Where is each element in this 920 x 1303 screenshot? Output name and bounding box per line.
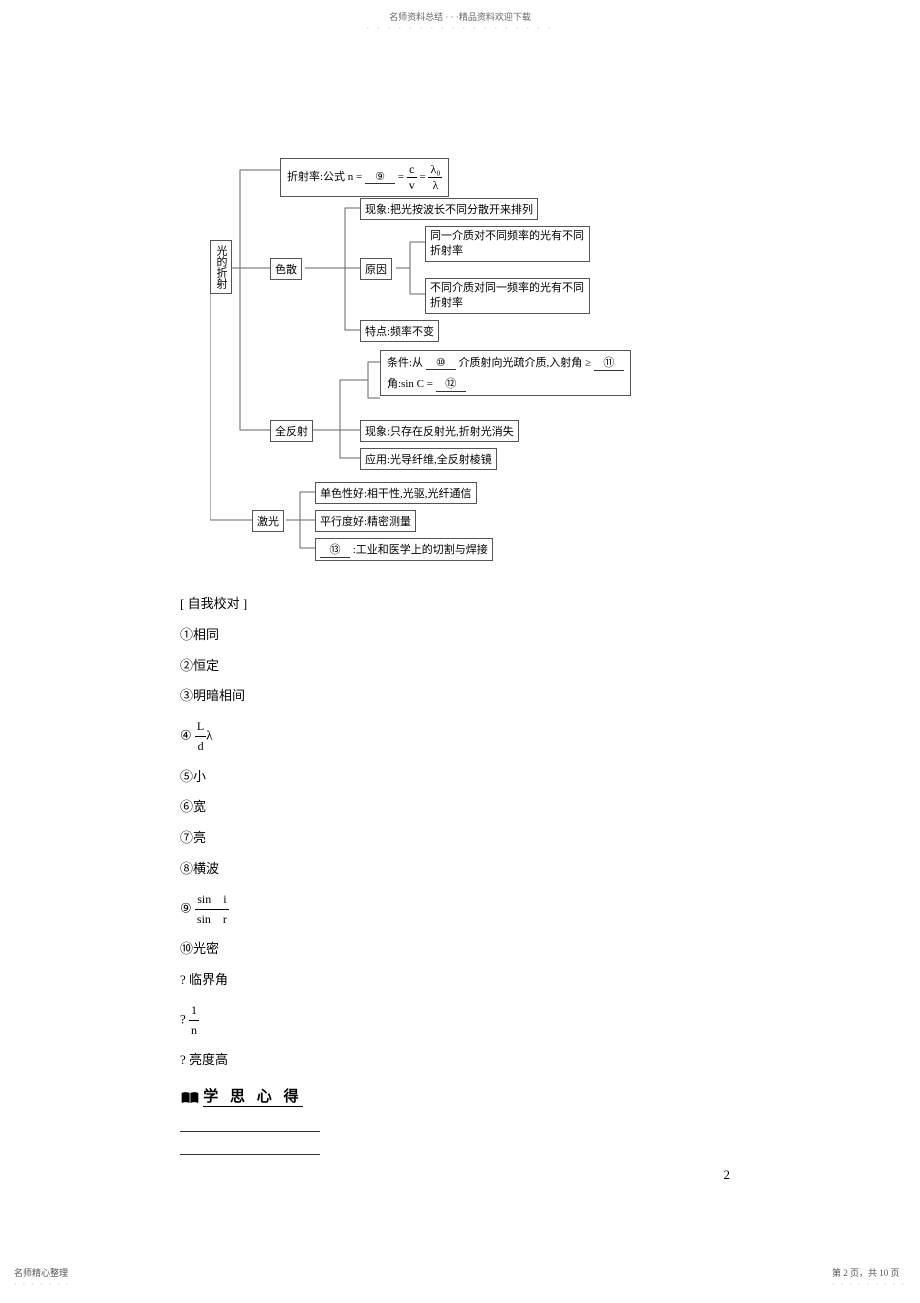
answer-4: ④ L d λ — [180, 717, 740, 756]
frac-lambda: λ₀λ — [428, 162, 442, 193]
tir-cond-line: 条件:从 ⑩ 介质射向光疏介质,入射角 ≥ ⑪ — [387, 354, 624, 371]
node-laser3: ⑬ :工业和医学上的切割与焊接 — [315, 538, 493, 561]
study-text: 学 思 心 得 — [203, 1089, 302, 1107]
node-disp-phenom: 现象:把光按波长不同分散开来排列 — [360, 198, 538, 220]
n-formula-mid: = — [398, 171, 407, 183]
node-tir-app: 应用:光导纤维,全反射棱镜 — [360, 448, 497, 470]
answer-6: ⑥宽 — [180, 797, 740, 818]
answer-1: ①相同 — [180, 625, 740, 646]
answer-section: [ 自我校对 ] ①相同 ②恒定 ③明暗相间 ④ L d λ ⑤小 ⑥宽 ⑦亮 … — [180, 584, 740, 1177]
node-n-formula: 折射率:公式 n = ⑨ = cv = λ₀λ — [280, 158, 449, 197]
study-heading: 学 思 心 得 — [180, 1085, 740, 1109]
node-tir-cond-group: 条件:从 ⑩ 介质射向光疏介质,入射角 ≥ ⑪ 角:sin C = ⑫ — [380, 350, 631, 396]
node-reason: 原因 — [360, 258, 392, 280]
frac-cv: cv — [407, 162, 417, 193]
header-title: 名师资料总结 · · ·精品资料欢迎下载 — [389, 12, 531, 22]
concept-diagram: 光的折射 折射率:公式 n = ⑨ = cv = λ₀λ 色散 现象:把光按波长… — [210, 150, 750, 570]
answer-2: ②恒定 — [180, 656, 740, 677]
blank-line-2 — [180, 1154, 320, 1155]
footer-right: 第 2 页，共 10 页 · · · · · · · · · — [832, 1266, 906, 1289]
node-dispersion: 色散 — [270, 258, 302, 280]
node-reason2: 不同介质对同一频率的光有不同折射率 — [425, 278, 590, 314]
n-formula-blank: ⑨ — [365, 170, 395, 184]
node-feature: 特点:频率不变 — [360, 320, 439, 342]
page-number: 2 — [724, 1167, 731, 1183]
n-eq2: = — [419, 171, 428, 183]
node-tir: 全反射 — [270, 420, 313, 442]
node-refraction: 光的折射 — [210, 240, 232, 294]
answer-11: ? 临界角 — [180, 970, 740, 991]
node-reason1: 同一介质对不同频率的光有不同折射率 — [425, 226, 590, 262]
answer-10: ⑩光密 — [180, 939, 740, 960]
answer-9: ⑨ sin i sin r — [180, 890, 740, 929]
answer-5: ⑤小 — [180, 767, 740, 788]
node-tir-phenom: 现象:只存在反射光,折射光消失 — [360, 420, 519, 442]
answer-12: ? 1 n — [180, 1001, 740, 1040]
header-dots: · · · · · · · · · · · · · · · · · · — [367, 24, 554, 33]
answers-heading: [ 自我校对 ] — [180, 594, 740, 615]
page-header: 名师资料总结 · · ·精品资料欢迎下载 · · · · · · · · · ·… — [367, 10, 554, 33]
node-laser1: 单色性好:相干性,光驱,光纤通信 — [315, 482, 477, 504]
book-icon — [180, 1089, 200, 1107]
answer-3: ③明暗相间 — [180, 686, 740, 707]
tir-angle-line: 角:sin C = ⑫ — [387, 375, 624, 392]
answer-8: ⑧横波 — [180, 859, 740, 880]
footer-left: 名师精心整理 · · · · · · · — [14, 1266, 71, 1289]
n-formula-prefix: 折射率:公式 n = — [287, 171, 365, 183]
blank-line-1 — [180, 1131, 320, 1132]
node-laser2: 平行度好:精密测量 — [315, 510, 416, 532]
answer-13: ? 亮度高 — [180, 1050, 740, 1071]
node-laser: 激光 — [252, 510, 284, 532]
answer-7: ⑦亮 — [180, 828, 740, 849]
